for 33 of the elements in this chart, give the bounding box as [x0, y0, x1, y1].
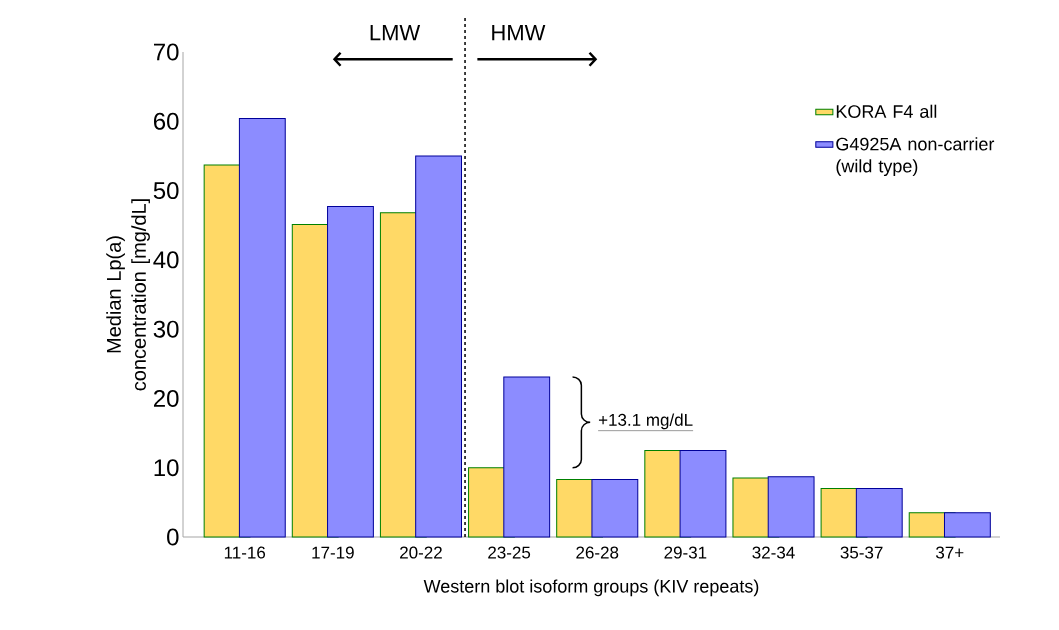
y-tick-label: 50 — [153, 182, 179, 200]
x-tick-label: 23-25 — [488, 546, 531, 559]
y-tick-label: 10 — [154, 459, 179, 477]
bar — [767, 476, 815, 538]
bar — [591, 479, 639, 538]
bar — [238, 118, 286, 538]
x-axis-title: Western blot isoform groups (KIV repeats) — [423, 579, 759, 597]
text: HMW — [492, 25, 546, 41]
bar — [943, 512, 991, 538]
y-tick-label: 30 — [153, 320, 179, 338]
bar — [679, 449, 727, 538]
y-axis-title: Median Lp(a) concentration [mg/dL] — [106, 199, 150, 391]
x-tick-label: 20-22 — [400, 546, 442, 559]
x-tick-label: 17-19 — [312, 546, 354, 559]
y-tick-label: 60 — [154, 112, 179, 130]
x-tick-label: 32-34 — [752, 546, 795, 559]
y-tick-label: 0 — [167, 528, 179, 546]
bar — [327, 206, 374, 538]
y-tick-label: 20 — [153, 389, 179, 407]
legend-label: G4925A non-carrier (wild type) — [836, 137, 995, 177]
bar — [503, 376, 551, 538]
bar — [855, 488, 903, 538]
bar — [415, 155, 463, 538]
x-tick-label: 37+ — [935, 546, 964, 559]
annotation: +13.1 mg/dL — [598, 413, 693, 430]
x-tick-label: 35-37 — [840, 546, 883, 559]
x-tick-label: 29-31 — [664, 546, 707, 559]
y-tick-label: 70 — [154, 43, 179, 61]
x-tick-label: 26-28 — [576, 546, 619, 559]
text: LMW — [370, 25, 421, 41]
x-tick-label: 11-16 — [224, 546, 266, 559]
legend-label: KORA F4 all — [836, 104, 937, 118]
y-tick-label: 40 — [153, 251, 179, 269]
